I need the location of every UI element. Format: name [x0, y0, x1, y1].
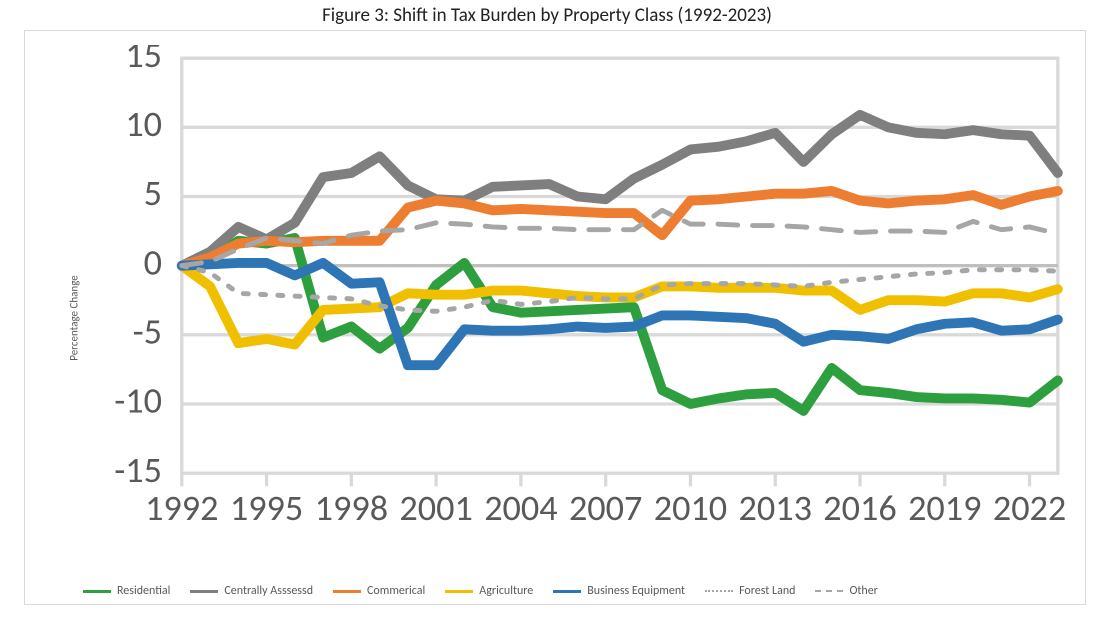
- x-tick-label: 2004: [484, 486, 557, 530]
- y-axis-label: Percentage Change: [67, 275, 80, 361]
- x-tick-label: 2007: [569, 486, 642, 530]
- y-tick-label: -10: [114, 379, 162, 423]
- x-tick-label: 2016: [823, 486, 896, 530]
- legend-label: Forest Land: [739, 584, 795, 598]
- x-tick-label: 1998: [315, 486, 388, 530]
- legend-item: Agriculture: [445, 584, 533, 598]
- legend-swatch: [445, 590, 473, 593]
- legend-label: Commerical: [367, 584, 425, 598]
- chart-container: Figure 3: Shift in Tax Burden by Propert…: [0, 0, 1094, 617]
- y-tick-label: 0: [144, 240, 162, 284]
- x-tick-label: 2013: [739, 486, 812, 530]
- x-tick-label: 2001: [399, 486, 472, 530]
- legend-item: Commerical: [333, 584, 425, 598]
- legend-label: Other: [849, 584, 877, 598]
- x-tick-label: 1995: [230, 486, 303, 530]
- legend-swatch: [333, 590, 361, 593]
- y-tick-label: 15: [125, 45, 162, 77]
- legend-label: Centrally Asssessd: [224, 584, 313, 598]
- legend: Residential Centrally Asssessd Commerical A…: [83, 584, 1071, 598]
- legend-label: Agriculture: [479, 584, 533, 598]
- legend-swatch: [815, 590, 843, 592]
- legend-swatch: [553, 590, 581, 593]
- legend-swatch: [83, 590, 111, 593]
- chart-panel: Percentage Change -15-10-505101519921995…: [24, 30, 1086, 605]
- legend-item: Other: [815, 584, 877, 598]
- plot-area: -15-10-505101519921995199820012004200720…: [83, 45, 1071, 539]
- legend-swatch: [705, 590, 733, 592]
- x-tick-label: 2010: [654, 486, 727, 530]
- y-tick-label: -5: [133, 309, 162, 353]
- legend-swatch: [190, 590, 218, 593]
- legend-label: Business Equipment: [587, 584, 685, 598]
- x-tick-label: 2022: [993, 486, 1066, 530]
- legend-label: Residential: [117, 584, 170, 598]
- legend-item: Residential: [83, 584, 170, 598]
- legend-item: Business Equipment: [553, 584, 685, 598]
- y-tick-label: 5: [144, 171, 162, 215]
- x-tick-label: 2019: [908, 486, 981, 530]
- chart-title: Figure 3: Shift in Tax Burden by Propert…: [0, 0, 1094, 27]
- legend-item: Centrally Asssessd: [190, 584, 313, 598]
- y-tick-label: 10: [125, 102, 162, 146]
- x-tick-label: 1992: [145, 486, 218, 530]
- legend-item: Forest Land: [705, 584, 795, 598]
